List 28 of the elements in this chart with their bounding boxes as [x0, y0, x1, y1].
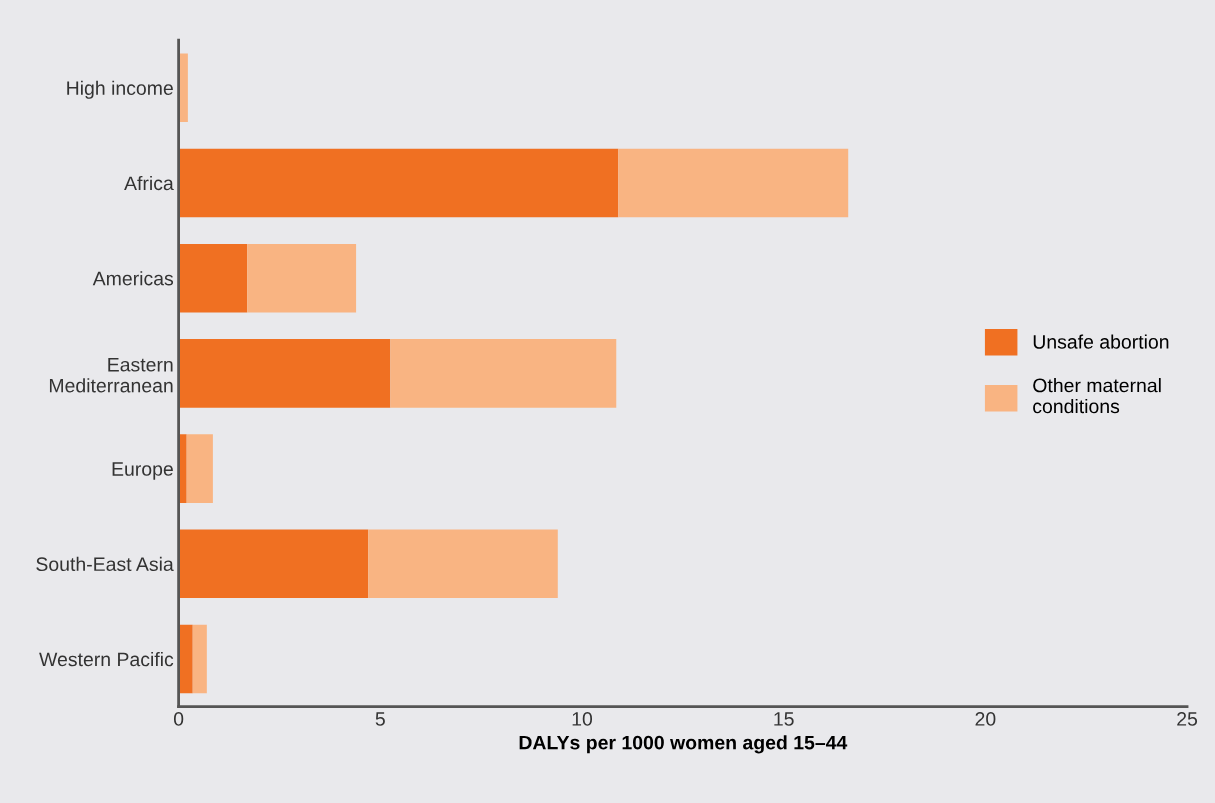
- bar: [178, 624, 193, 694]
- y-tick-label: Americas: [92, 271, 174, 286]
- y-tick-label: Africa: [124, 175, 174, 191]
- bar: [192, 624, 207, 694]
- legend-label: Unsafe abortion: [1033, 334, 1169, 349]
- bar: [178, 243, 248, 313]
- x-axis-title: DALYs per 1000 women aged 15–44: [519, 735, 848, 754]
- x-tick-label: 15: [774, 712, 794, 726]
- bar: [618, 148, 849, 218]
- x-tick-label: 20: [975, 712, 996, 726]
- bar: [178, 529, 369, 599]
- y-tick-label: South-East Asia: [36, 556, 174, 572]
- x-tick-label: 10: [572, 712, 593, 726]
- bar: [390, 339, 617, 408]
- bar: [178, 339, 391, 408]
- legend-label: Other maternal conditions: [1033, 378, 1161, 414]
- x-tick-label: 25: [1177, 712, 1198, 726]
- y-tick-label: Europe: [112, 462, 173, 480]
- bar: [186, 434, 213, 503]
- bar: [178, 148, 619, 218]
- y-tick-label: Western Pacific: [39, 651, 174, 667]
- y-tick-label: Eastern Mediterranean: [49, 358, 173, 393]
- x-tick-label: 0: [173, 712, 184, 726]
- bar: [179, 53, 188, 123]
- x-tick-label: 5: [375, 712, 385, 726]
- bar: [247, 243, 357, 313]
- bar: [368, 529, 558, 599]
- y-tick-label: High income: [67, 80, 173, 99]
